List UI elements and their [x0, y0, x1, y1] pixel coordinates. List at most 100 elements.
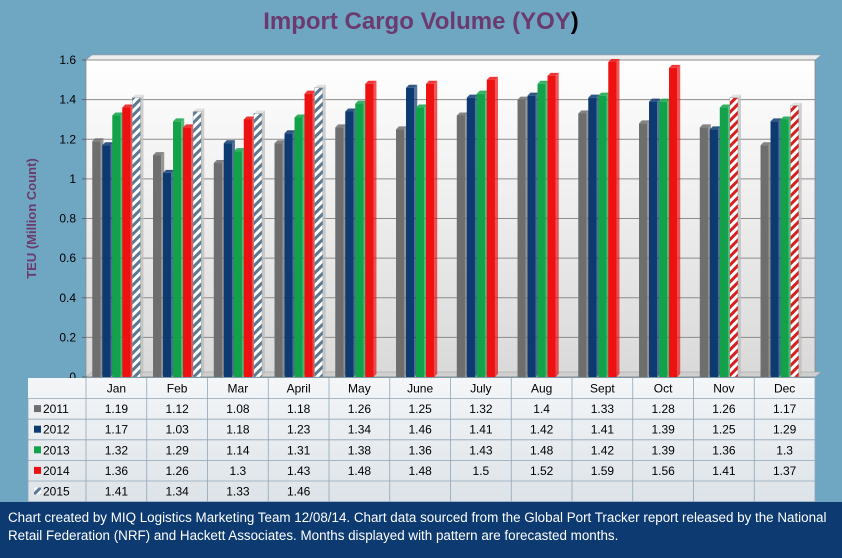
x-label-dec: Dec: [774, 382, 795, 396]
table-cell: 1.26: [348, 402, 372, 416]
table-cell: 1.48: [408, 464, 432, 478]
table-cell: 1.25: [408, 402, 432, 416]
bar-2014-may: [365, 80, 377, 378]
bar-2011-sept: [578, 110, 590, 378]
x-label-feb: Feb: [167, 382, 188, 396]
table-cell: 1.37: [773, 464, 797, 478]
x-label-april: April: [287, 382, 311, 396]
table-cell: 1.33: [226, 485, 250, 499]
legend-label-2013: 2013: [43, 443, 70, 457]
x-label-june: June: [407, 382, 433, 396]
bar-2015-april: [314, 84, 326, 378]
table-cell: 1.46: [287, 485, 311, 499]
bar-2014-feb: [183, 124, 195, 377]
legend-key-2014: [34, 466, 41, 474]
bar-2013-sept: [598, 92, 610, 377]
bar-2012-june: [406, 84, 418, 378]
table-cell: 1.29: [165, 443, 189, 457]
table-cell: 1.33: [591, 402, 615, 416]
y-tick-label: 0.2: [59, 330, 76, 344]
bar-2013-oct: [659, 98, 671, 377]
bar-2012-nov: [709, 126, 721, 377]
bar-2011-april: [274, 140, 286, 377]
legend-label-2015: 2015: [43, 485, 70, 499]
table-cell: 1.12: [165, 402, 189, 416]
table-cell: 1.36: [105, 464, 129, 478]
bar-2012-dec: [770, 118, 782, 377]
legend-label-2011: 2011: [43, 402, 69, 416]
table-cell: 1.34: [348, 423, 372, 437]
bar-2011-jan: [92, 138, 104, 377]
table-cell: 1.26: [165, 464, 189, 478]
table-cell: 1.4: [533, 402, 550, 416]
bar-2014-oct: [669, 64, 681, 378]
table-cell: 1.23: [287, 423, 311, 437]
bar-2013-april: [294, 114, 306, 378]
table-cell: 1.19: [105, 402, 129, 416]
bar-2014-july: [486, 76, 498, 377]
bar-2014-april: [304, 90, 316, 378]
bar-2011-dec: [760, 142, 772, 377]
bar-2014-jan: [122, 104, 134, 378]
legend-key-2011: [34, 405, 41, 413]
bar-2013-aug: [537, 80, 549, 378]
table-cell: 1.5: [473, 464, 490, 478]
legend-key-2012: [34, 425, 41, 433]
table-cell: 1.3: [776, 443, 793, 457]
chart-title: Import Cargo Volume (YOY): [0, 8, 842, 36]
table-cell: 1.43: [287, 464, 311, 478]
table-cell: 1.41: [469, 423, 493, 437]
table-cell: 1.08: [226, 402, 250, 416]
bar-2015-feb: [192, 108, 205, 378]
bar-2012-oct: [649, 98, 661, 377]
bar-2013-dec: [780, 116, 792, 377]
table-cell: 1.34: [165, 485, 189, 499]
bar-2013-may: [355, 100, 367, 378]
table-cell: 1.36: [408, 443, 432, 457]
table-cell: 1.3: [230, 464, 247, 478]
table-cell: 1.26: [712, 402, 736, 416]
bar-2014-june: [426, 80, 438, 378]
y-tick-label: 1.6: [59, 53, 76, 67]
bar-2014-nov: [729, 94, 741, 378]
table-cell: 1.29: [773, 423, 797, 437]
plot-top-edge: [85, 54, 822, 61]
table-cell: 1.32: [469, 402, 493, 416]
y-tick-label: 0.8: [59, 212, 76, 226]
bar-2011-june: [396, 126, 408, 377]
table-cell: 1.41: [591, 423, 615, 437]
table-cell: 1.52: [530, 464, 554, 478]
table-cell: 1.18: [287, 402, 311, 416]
table-cell: 1.41: [105, 485, 129, 499]
table-cell: 1.17: [105, 423, 129, 437]
bar-chart: 0 0.2 0.4 0.6 0.8 1 1.2 1.4 1.6 TEU (Million Coun…: [24, 53, 822, 502]
bar-2011-july: [456, 112, 468, 377]
table-cell: 1.48: [348, 464, 372, 478]
bar-2013-mar: [233, 148, 245, 377]
bar-2012-july: [466, 94, 478, 378]
footer-note: Chart created by MIQ Logistics Marketing…: [0, 502, 842, 558]
bar-2013-july: [476, 90, 488, 378]
chart-title-paren: ): [570, 8, 579, 35]
chart-title-text: Import Cargo Volume (YOY: [263, 8, 571, 35]
bar-2011-feb: [153, 152, 165, 377]
bar-2013-nov: [719, 104, 731, 378]
legend-key-2013: [34, 446, 41, 454]
bar-2013-feb: [173, 118, 185, 377]
table-cell: 1.18: [226, 423, 250, 437]
table-cell: 1.38: [348, 443, 372, 457]
y-tick-label: 0: [69, 370, 76, 384]
bar-2014-dec: [790, 102, 802, 378]
bar-2014-sept: [608, 58, 620, 377]
table-cell: 1.42: [530, 423, 554, 437]
bar-2014-mar: [243, 116, 255, 377]
bar-2012-mar: [223, 140, 235, 377]
bar-2013-june: [416, 104, 428, 378]
table-cell: 1.36: [712, 443, 736, 457]
table-cell: 1.32: [105, 443, 129, 457]
table-cell: 1.46: [408, 423, 432, 437]
table-cell: 1.39: [651, 423, 675, 437]
bar-2012-aug: [527, 92, 539, 377]
legend-key-2015: [34, 487, 41, 495]
legend-label-2014: 2014: [43, 464, 70, 478]
